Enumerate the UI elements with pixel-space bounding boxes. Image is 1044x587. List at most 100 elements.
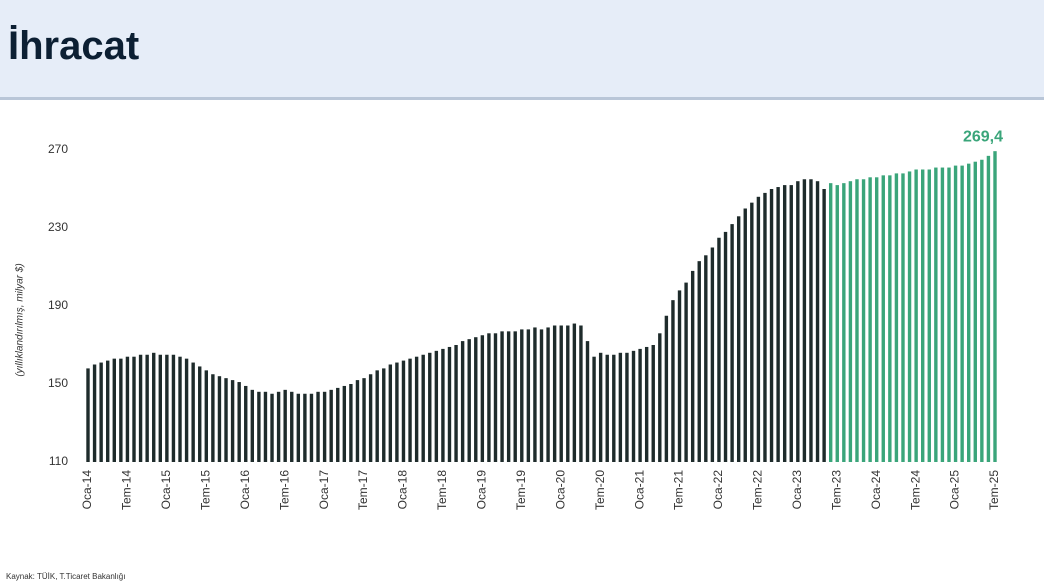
source: Kaynak: TÜİK, T.Ticaret Bakanlığı — [6, 572, 125, 581]
bar — [414, 356, 419, 462]
bar — [980, 159, 984, 462]
bar — [921, 169, 925, 462]
bar — [967, 163, 971, 462]
bar — [612, 354, 616, 462]
bar — [322, 391, 327, 462]
bar — [92, 364, 97, 462]
bar — [184, 358, 189, 462]
bar — [368, 374, 373, 462]
bar — [861, 179, 866, 462]
x-tick-label: Tem-18 — [435, 470, 449, 510]
bar — [756, 196, 761, 463]
bar — [132, 356, 136, 462]
x-tick-label: Tem-25 — [987, 470, 1001, 510]
bar — [263, 391, 268, 462]
bar — [835, 185, 839, 462]
x-tick-label: Oca-23 — [790, 470, 804, 510]
x-tick-label: Oca-18 — [396, 470, 410, 510]
bar — [743, 208, 747, 462]
bar — [171, 354, 176, 462]
bar — [441, 348, 445, 462]
bar — [434, 350, 439, 462]
bar — [303, 393, 307, 462]
bar — [119, 358, 123, 462]
bar — [848, 181, 853, 462]
bar — [336, 387, 340, 462]
bar — [618, 352, 623, 462]
y-tick-label: 270 — [48, 142, 68, 156]
bar — [198, 366, 202, 462]
bar — [644, 346, 649, 462]
bar — [763, 192, 767, 462]
bar — [559, 325, 563, 462]
bar — [973, 161, 977, 462]
header: İhracat — [0, 0, 1044, 100]
bar — [500, 331, 504, 462]
bar — [625, 352, 629, 462]
bar — [546, 327, 550, 462]
bar — [145, 354, 149, 462]
bar — [329, 389, 333, 462]
bar — [125, 356, 130, 462]
bar — [796, 181, 800, 462]
bar — [106, 360, 110, 462]
bar — [447, 346, 452, 462]
bar — [690, 270, 695, 462]
bar — [152, 352, 156, 462]
bar — [362, 378, 366, 462]
bar — [428, 352, 432, 462]
x-tick-label: Oca-20 — [553, 470, 567, 510]
bar — [237, 382, 241, 462]
bar — [651, 345, 655, 462]
bar — [178, 356, 182, 462]
bar — [598, 352, 603, 462]
x-tick-label: Tem-21 — [672, 470, 686, 510]
bar — [244, 385, 248, 462]
bar — [270, 393, 274, 462]
bar — [204, 370, 209, 462]
bar — [592, 356, 596, 462]
x-tick-label: Oca-19 — [475, 470, 489, 510]
bar — [993, 151, 997, 463]
bar — [86, 368, 90, 462]
bar — [533, 327, 537, 462]
bar — [296, 393, 301, 462]
bar — [822, 189, 826, 462]
bar — [750, 202, 754, 462]
x-tick-label: Tem-16 — [277, 470, 291, 510]
bar — [658, 333, 662, 462]
bar — [914, 169, 918, 462]
bar — [276, 391, 281, 462]
bar — [230, 380, 235, 462]
bar — [710, 247, 715, 462]
y-tick-label: 230 — [48, 220, 68, 234]
bar — [605, 354, 609, 462]
bar — [552, 325, 557, 462]
bar — [782, 185, 787, 462]
bar — [388, 364, 393, 462]
bar — [349, 384, 353, 462]
bar — [421, 354, 425, 462]
bar — [907, 171, 912, 462]
bar — [224, 378, 228, 462]
bar — [191, 362, 195, 462]
bar — [257, 391, 261, 462]
x-tick-label: Oca-14 — [80, 470, 94, 510]
bar — [638, 348, 642, 462]
x-tick-label: Tem-14 — [120, 470, 134, 510]
bar — [454, 345, 458, 462]
bar — [474, 337, 478, 462]
bar — [566, 325, 570, 462]
bar — [881, 175, 885, 462]
bar — [874, 177, 879, 463]
bar — [112, 358, 116, 462]
bar — [677, 290, 682, 462]
bar — [572, 323, 577, 462]
bar — [934, 167, 938, 463]
y-tick-label: 150 — [48, 376, 68, 390]
title: İhracat — [8, 24, 140, 68]
x-tick-label: Tem-23 — [829, 470, 843, 510]
bar — [382, 368, 386, 462]
bar — [723, 231, 728, 462]
